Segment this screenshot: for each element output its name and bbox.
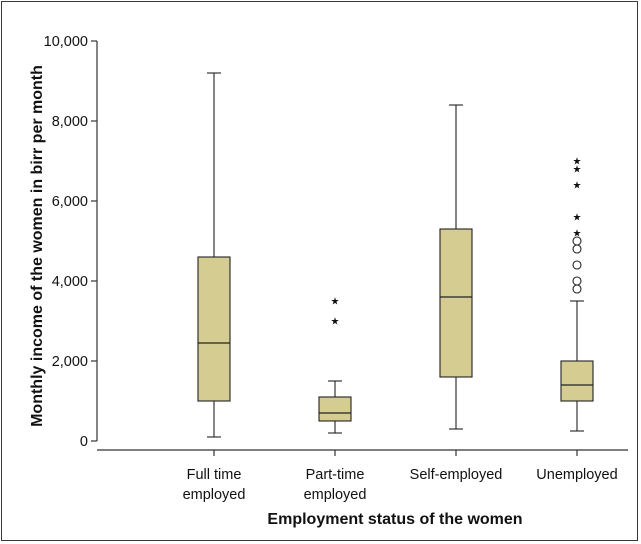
box-group — [439, 104, 473, 430]
extreme-point: ★ — [331, 317, 340, 328]
outlier-point — [572, 284, 582, 294]
outlier-point — [572, 236, 582, 246]
iqr-box — [197, 256, 231, 402]
extreme-point: ★ — [573, 165, 582, 176]
y-tick-label: 10,000 — [44, 34, 88, 50]
box-group — [197, 72, 231, 438]
y-axis-title: Monthly income of the women in birr per … — [29, 65, 46, 427]
x-tick-label: Full time — [187, 467, 242, 483]
extreme-point: ★ — [331, 297, 340, 308]
iqr-box — [560, 360, 594, 402]
x-tick-label: employed — [183, 487, 246, 503]
x-tick-label: employed — [304, 487, 367, 503]
x-axis: Full time employed Part-time employed Self-e… — [97, 449, 628, 503]
y-tick-label: 2,000 — [52, 354, 88, 370]
extreme-point: ★ — [573, 157, 582, 168]
iqr-box — [318, 396, 352, 422]
extreme-point: ★ — [573, 229, 582, 240]
x-tick-label: Unemployed — [536, 467, 617, 483]
y-tick-label: 4,000 — [52, 274, 88, 290]
y-tick-label: 6,000 — [52, 194, 88, 210]
box-group: ★★★★★ — [560, 157, 594, 432]
outlier-point — [572, 244, 582, 254]
iqr-box — [439, 228, 473, 378]
x-tick-label: Part-time — [306, 467, 365, 483]
outlier-point — [572, 276, 582, 286]
box-group: ★★ — [318, 297, 352, 434]
y-axis: 0 2,000 4,000 6,000 8,000 10,000 — [44, 34, 98, 450]
y-tick-label: 0 — [80, 434, 88, 450]
outlier-point — [572, 260, 582, 270]
extreme-point: ★ — [573, 213, 582, 224]
x-axis-title: Employment status of the women — [267, 511, 522, 528]
extreme-point: ★ — [573, 181, 582, 192]
y-tick-label: 8,000 — [52, 114, 88, 130]
x-tick-label: Self-employed — [410, 467, 503, 483]
boxplot-series: ★★★★★★★ — [197, 72, 594, 438]
